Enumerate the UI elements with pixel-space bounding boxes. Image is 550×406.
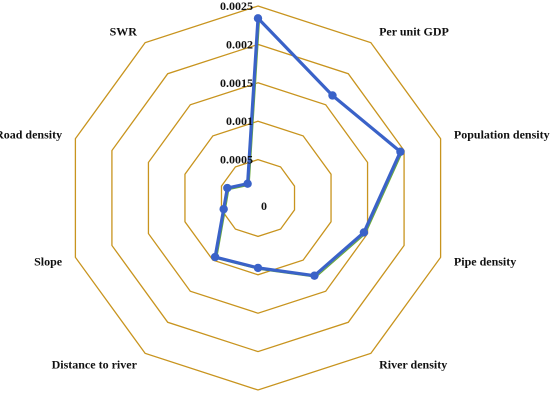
grid-ring-1 [220, 158, 296, 238]
grid-ring-3 [147, 82, 369, 314]
axis-label-pipe-density: Pipe density [454, 255, 516, 269]
data-point-river-density [310, 271, 319, 280]
axis-label-per-unit-gdp: Per unit GDP [379, 24, 449, 38]
data-point-road-density [223, 183, 232, 193]
data-point-slope [219, 204, 228, 214]
axis-label-river-density: River density [379, 358, 447, 372]
axis-label-swr: SWR [110, 24, 138, 38]
data-point-elevation [253, 263, 263, 273]
radar-series [210, 14, 405, 280]
grid-ring-5 [74, 5, 442, 391]
axis-label-population-density: Population density [454, 127, 550, 141]
axis-label-elevation: Elevation [234, 403, 283, 406]
axis-label-distance-to-river: Distance to river [52, 358, 138, 372]
grid-ring-4 [111, 43, 405, 353]
data-point-per-unit-gdp [328, 91, 337, 100]
data-point-annual-rainfall [253, 14, 263, 23]
series-0-line [213, 16, 403, 278]
tick-label-4: 0.002 [226, 37, 253, 51]
data-point-swr [243, 179, 252, 188]
data-point-distance-to-river [210, 252, 220, 262]
data-point-population-density [396, 147, 405, 156]
radial-tick-labels: 0 0.0005 0.001 0.0015 0.002 0.0025 [220, 0, 267, 213]
radar-grid [74, 5, 442, 391]
tick-label-5: 0.0025 [220, 0, 253, 13]
tick-label-1: 0.0005 [220, 153, 253, 167]
series-0-shadow-line [215, 18, 403, 278]
axis-label-slope: Slope [34, 255, 63, 269]
grid-ring-2 [184, 120, 332, 276]
axis-label-road-density: Road density [0, 127, 62, 141]
data-point-pipe-density [359, 228, 369, 237]
tick-label-2: 0.001 [226, 114, 253, 128]
tick-label-3: 0.0015 [220, 76, 253, 90]
tick-label-0: 0 [261, 199, 267, 213]
